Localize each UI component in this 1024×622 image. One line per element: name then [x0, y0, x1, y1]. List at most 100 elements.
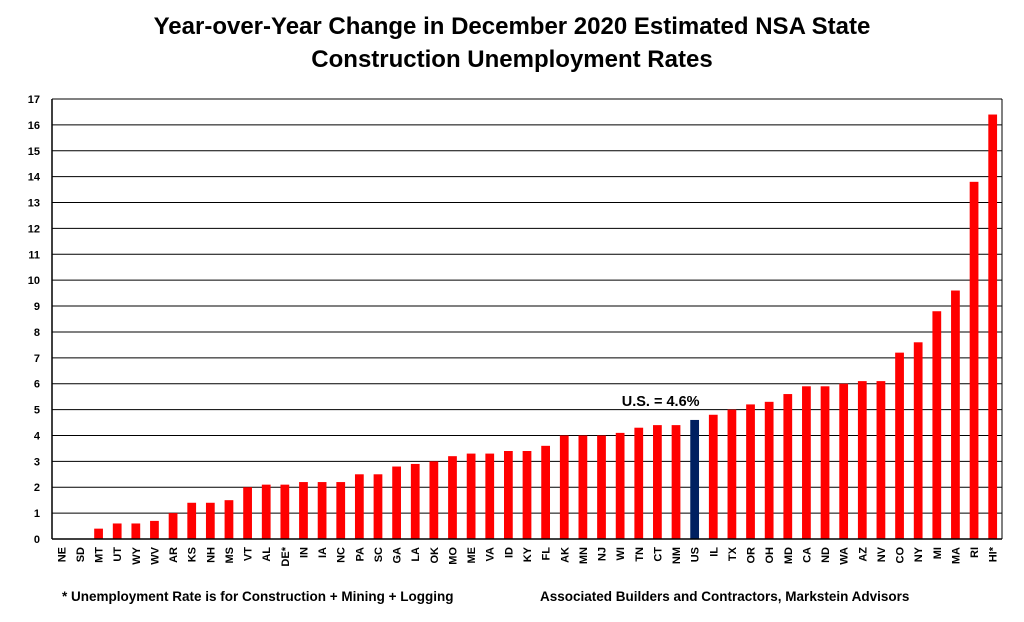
- bar: [150, 520, 159, 539]
- x-tick-label: SC: [373, 547, 385, 562]
- bar: [764, 401, 774, 539]
- x-tick-label: HI*: [988, 546, 1000, 562]
- x-tick-label: SD: [75, 547, 87, 562]
- bar: [597, 435, 606, 539]
- x-tick-label: CO: [895, 547, 907, 564]
- x-tick-label: FL: [541, 547, 553, 561]
- bar: [932, 311, 942, 539]
- x-tick-label: VA: [485, 547, 497, 562]
- x-tick-label: NH: [205, 547, 217, 563]
- bar: [503, 451, 513, 539]
- y-tick-label: 2: [34, 482, 40, 494]
- bar-us: [690, 419, 700, 539]
- x-tick-label: TN: [634, 547, 646, 562]
- bar: [857, 381, 867, 539]
- x-tick-label: MI: [932, 547, 944, 559]
- x-tick-label: TX: [727, 546, 739, 561]
- bar: [708, 414, 718, 539]
- x-tick-label: ID: [503, 547, 515, 558]
- bar: [373, 474, 383, 539]
- x-tick-label: VT: [243, 547, 255, 561]
- bar: [895, 352, 904, 539]
- bar: [354, 474, 364, 539]
- x-tick-label: MT: [94, 547, 106, 563]
- y-tick-label: 12: [28, 223, 40, 235]
- axes: [51, 99, 1003, 540]
- bar: [727, 409, 737, 539]
- x-tick-label: NM: [671, 547, 683, 564]
- y-tick-label: 8: [34, 327, 40, 339]
- bar: [131, 523, 141, 539]
- bar: [317, 482, 327, 539]
- bar: [615, 432, 625, 539]
- bar: [522, 451, 532, 539]
- bar: [802, 386, 811, 539]
- x-axis-tick-labels: NE SD MT UT WY WV AR KS NH MS VT AL DE* IN IA NC PA SC GA L…: [56, 546, 999, 566]
- chart-title-line-2: Construction Unemployment Rates: [311, 46, 713, 73]
- y-tick-label: 1: [34, 508, 40, 520]
- x-tick-label: WV: [149, 546, 161, 564]
- chart-title-line-1: Year-over-Year Change in December 2020 E…: [153, 13, 871, 40]
- bar: [541, 445, 551, 539]
- x-tick-label: AR: [168, 547, 180, 563]
- y-tick-label: 0: [34, 534, 40, 546]
- x-tick-label: OH: [764, 547, 776, 564]
- y-tick-label: 3: [34, 456, 40, 468]
- x-tick-label: ND: [820, 547, 832, 563]
- x-tick-label: UT: [112, 547, 124, 562]
- bar: [969, 181, 979, 539]
- x-tick-label: IL: [708, 547, 720, 557]
- bar: [988, 114, 998, 539]
- bars: [94, 114, 998, 539]
- x-tick-label: MN: [578, 547, 590, 564]
- y-tick-label: 9: [34, 301, 40, 313]
- x-tick-label: WY: [131, 546, 143, 564]
- bar: [876, 381, 886, 539]
- bar: [168, 513, 178, 539]
- bar: [224, 500, 234, 539]
- bar: [746, 404, 755, 539]
- bar: [485, 453, 495, 539]
- bar: [336, 482, 346, 539]
- bar: [951, 290, 960, 539]
- bar: [112, 523, 122, 539]
- x-tick-label: NE: [56, 547, 68, 562]
- x-tick-label: WI: [615, 547, 627, 560]
- x-tick-label: NJ: [597, 547, 609, 561]
- bar: [94, 528, 103, 539]
- x-tick-label: US: [690, 547, 702, 562]
- bar: [429, 461, 439, 539]
- bar: [187, 502, 197, 539]
- y-tick-label: 14: [28, 172, 41, 184]
- y-tick-label: 7: [34, 353, 40, 365]
- bar: [653, 425, 662, 539]
- y-tick-label: 6: [34, 379, 40, 391]
- x-tick-label: IN: [298, 547, 310, 558]
- x-tick-label: OR: [746, 547, 758, 564]
- bar: [559, 435, 569, 539]
- bar: [261, 484, 271, 539]
- footnote-source: Associated Builders and Contractors, Mar…: [540, 589, 910, 604]
- y-tick-label: 15: [28, 146, 40, 158]
- bar: [243, 487, 252, 539]
- x-tick-label: NY: [913, 546, 925, 562]
- bar: [448, 456, 457, 539]
- bar: [839, 383, 849, 539]
- bar: [205, 502, 215, 539]
- y-tick-label: 11: [28, 249, 40, 261]
- bar: [783, 394, 793, 539]
- x-tick-label: CT: [652, 547, 664, 562]
- x-tick-label: MS: [224, 547, 236, 564]
- bar: [392, 466, 401, 539]
- x-tick-label: WA: [839, 547, 851, 565]
- y-tick-label: 16: [28, 120, 40, 132]
- x-tick-label: AL: [261, 547, 273, 562]
- x-tick-label: LA: [410, 547, 422, 562]
- x-tick-label: NV: [876, 546, 888, 562]
- x-tick-label: IA: [317, 547, 329, 558]
- x-tick-label: MD: [783, 547, 795, 564]
- x-tick-label: NC: [336, 547, 348, 563]
- x-tick-label: AK: [559, 547, 571, 563]
- x-tick-label: MA: [950, 547, 962, 564]
